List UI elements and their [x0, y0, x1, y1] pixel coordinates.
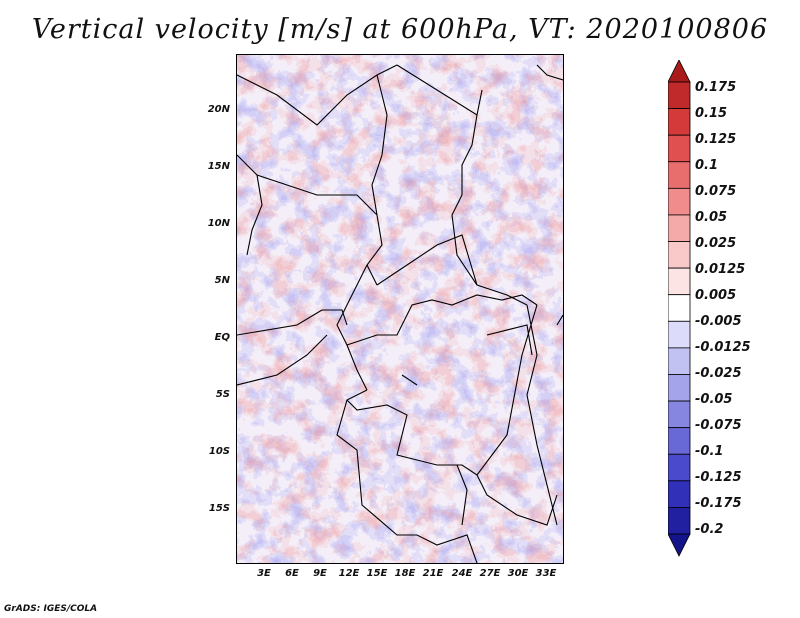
country-borders	[237, 64, 563, 563]
colorbar-segment	[668, 60, 691, 83]
map-svg	[237, 55, 563, 563]
colorbar-label-0.1: 0.1	[695, 158, 719, 173]
colorbar-segment	[668, 320, 691, 349]
colorbar-label-0.15: 0.15	[695, 106, 728, 121]
lat-label-eq: EQ	[214, 332, 230, 343]
colorbar-segment	[668, 374, 691, 402]
lat-label-20n: 20N	[207, 104, 230, 115]
colorbar-label-neg0.05: -0.05	[695, 392, 733, 407]
lat-label-10n: 10N	[207, 218, 230, 229]
lat-label-10s: 10S	[208, 446, 230, 457]
colorbar-label-neg0.005: -0.005	[695, 314, 742, 329]
lat-label-5n: 5N	[214, 275, 230, 286]
chart-title: Vertical velocity [m/s] at 600hPa, VT: 2…	[31, 14, 769, 45]
lat-label-15s: 15S	[208, 503, 230, 514]
colorbar-segment	[668, 134, 691, 163]
lon-label-27e: 27E	[479, 568, 501, 579]
colorbar-label-neg0.125: -0.125	[695, 470, 742, 485]
colorbar-segment	[668, 480, 691, 508]
colorbar-segment	[668, 81, 691, 109]
colorbar-label-neg0.025: -0.025	[695, 366, 742, 381]
colorbar-segment	[668, 533, 691, 557]
colorbar	[668, 60, 691, 557]
colorbar-label-0.0125: 0.0125	[695, 262, 746, 277]
colorbar-segment	[668, 267, 691, 296]
colorbar-segment	[668, 241, 691, 269]
lat-label-15n: 15N	[207, 161, 230, 172]
lon-label-6e: 6E	[285, 568, 299, 579]
colorbar-label-0.125: 0.125	[695, 132, 737, 147]
colorbar-segment	[668, 453, 691, 482]
velocity-map	[236, 54, 564, 564]
colorbar-segment	[668, 161, 691, 189]
grads-credit: GrADS: IGES/COLA	[4, 604, 98, 614]
colorbar-label-0.025: 0.025	[695, 236, 737, 251]
colorbar-segment	[668, 214, 691, 242]
colorbar-label-neg0.0125: -0.0125	[695, 340, 751, 355]
colorbar-segment	[668, 507, 691, 535]
colorbar-segment	[668, 187, 691, 216]
colorbar-segment	[668, 400, 691, 429]
lon-label-15e: 15E	[366, 568, 388, 579]
colorbar-label-neg0.1: -0.1	[695, 444, 724, 459]
colorbar-label-neg0.2: -0.2	[695, 522, 724, 537]
colorbar-segment	[668, 294, 691, 322]
lon-label-24e: 24E	[451, 568, 473, 579]
colorbar-label-0.05: 0.05	[695, 210, 728, 225]
colorbar-label-neg0.075: -0.075	[695, 418, 742, 433]
lat-label-5s: 5S	[215, 389, 230, 400]
colorbar-label-0.005: 0.005	[695, 288, 737, 303]
colorbar-label-0.175: 0.175	[695, 80, 737, 95]
lon-label-9e: 9E	[313, 568, 327, 579]
colorbar-label-0.075: 0.075	[695, 184, 737, 199]
lon-label-21e: 21E	[422, 568, 444, 579]
colorbar-segment	[668, 347, 691, 375]
colorbar-label-neg0.175: -0.175	[695, 496, 742, 511]
lon-label-33e: 33E	[535, 568, 557, 579]
colorbar-segment	[668, 427, 691, 455]
lon-label-12e: 12E	[338, 568, 360, 579]
colorbar-segment	[668, 108, 691, 136]
lon-label-18e: 18E	[394, 568, 416, 579]
lon-label-3e: 3E	[257, 568, 271, 579]
lon-label-30e: 30E	[507, 568, 529, 579]
